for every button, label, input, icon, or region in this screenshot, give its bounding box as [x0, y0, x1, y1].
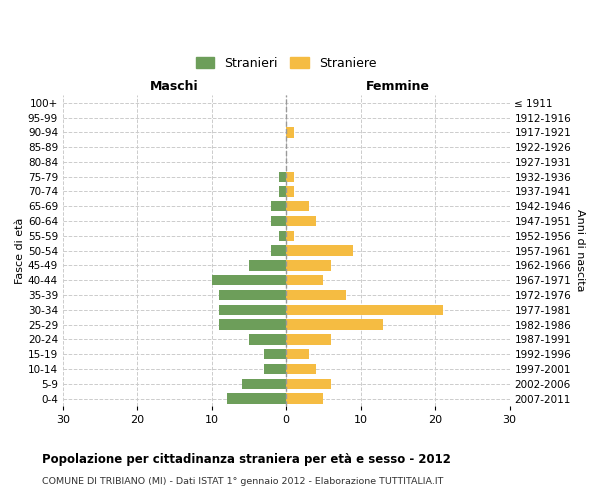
Legend: Stranieri, Straniere: Stranieri, Straniere — [191, 52, 382, 75]
Bar — [212, 275, 286, 285]
Bar — [286, 186, 293, 196]
Text: Popolazione per cittadinanza straniera per età e sesso - 2012: Popolazione per cittadinanza straniera p… — [42, 452, 451, 466]
Bar — [271, 216, 286, 226]
Bar — [286, 230, 293, 241]
Bar — [271, 201, 286, 211]
Bar — [249, 260, 286, 270]
Bar — [286, 334, 331, 344]
Bar — [219, 290, 286, 300]
Bar — [279, 172, 286, 182]
Text: COMUNE DI TRIBIANO (MI) - Dati ISTAT 1° gennaio 2012 - Elaborazione TUTTITALIA.I: COMUNE DI TRIBIANO (MI) - Dati ISTAT 1° … — [42, 478, 443, 486]
Bar — [279, 186, 286, 196]
Bar — [286, 260, 331, 270]
Bar — [264, 349, 286, 360]
Bar — [286, 246, 353, 256]
Bar — [286, 304, 443, 315]
Bar — [286, 216, 316, 226]
Bar — [219, 304, 286, 315]
Bar — [219, 320, 286, 330]
Bar — [271, 246, 286, 256]
Bar — [286, 349, 308, 360]
Bar — [286, 378, 331, 389]
Bar — [286, 201, 308, 211]
Y-axis label: Anni di nascita: Anni di nascita — [575, 210, 585, 292]
Y-axis label: Fasce di età: Fasce di età — [15, 218, 25, 284]
Bar — [286, 320, 383, 330]
Bar — [286, 127, 293, 138]
Bar — [264, 364, 286, 374]
Bar — [279, 230, 286, 241]
Bar — [286, 394, 323, 404]
Text: Maschi: Maschi — [150, 80, 199, 93]
Bar — [227, 394, 286, 404]
Bar — [286, 275, 323, 285]
Text: Femmine: Femmine — [366, 80, 430, 93]
Bar — [286, 290, 346, 300]
Bar — [249, 334, 286, 344]
Bar — [286, 364, 316, 374]
Bar — [286, 172, 293, 182]
Bar — [242, 378, 286, 389]
